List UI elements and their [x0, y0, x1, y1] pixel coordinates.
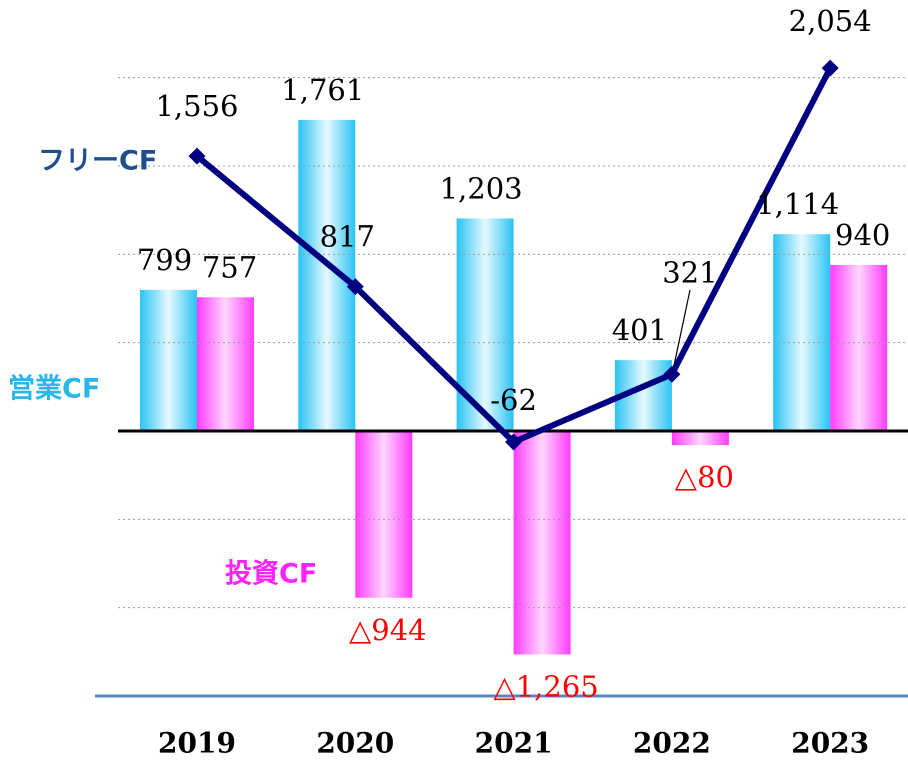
bar [671, 431, 729, 446]
data-label: 1,203 [440, 171, 523, 205]
bar [513, 431, 571, 655]
bar [773, 234, 831, 431]
bar [140, 289, 197, 431]
data-label: 401 [612, 313, 667, 347]
bar [298, 119, 356, 431]
bar [830, 264, 888, 431]
line-marker [505, 433, 523, 451]
bar [355, 431, 413, 598]
data-label: △80 [675, 460, 734, 494]
data-label: 2,054 [789, 4, 872, 38]
grid [95, 77, 908, 698]
series-label: フリーCF [38, 146, 157, 177]
series-label: 投資CF [225, 559, 317, 590]
x-tick-label: 2022 [633, 727, 711, 760]
data-label: 321 [662, 255, 717, 289]
x-tick-label: 2019 [158, 727, 236, 760]
line-marker [821, 59, 839, 77]
data-label: △1,265 [493, 669, 598, 703]
x-tick-label: 2021 [475, 727, 553, 760]
data-label: 1,114 [756, 187, 839, 221]
x-tick-label: 2023 [791, 727, 869, 760]
x-tick-label: 2020 [316, 727, 394, 760]
data-label: 757 [202, 250, 257, 284]
data-label: 1,556 [155, 89, 238, 123]
line-marker [188, 147, 206, 165]
labels: 2019 2020 2021 2022 2023 799 1,761 1,203 401 1,11… [137, 4, 891, 759]
data-label: 817 [320, 220, 375, 254]
bar [197, 297, 254, 431]
data-label: 940 [835, 218, 890, 252]
line-marker [346, 278, 364, 296]
data-label: 799 [137, 243, 192, 277]
data-label: -62 [490, 383, 537, 417]
leader-line [671, 289, 691, 376]
data-label: 1,761 [281, 73, 364, 107]
lines [188, 59, 839, 451]
series-label: 営業CF [8, 373, 100, 405]
line-marker [663, 365, 681, 383]
data-label: △944 [349, 613, 427, 647]
